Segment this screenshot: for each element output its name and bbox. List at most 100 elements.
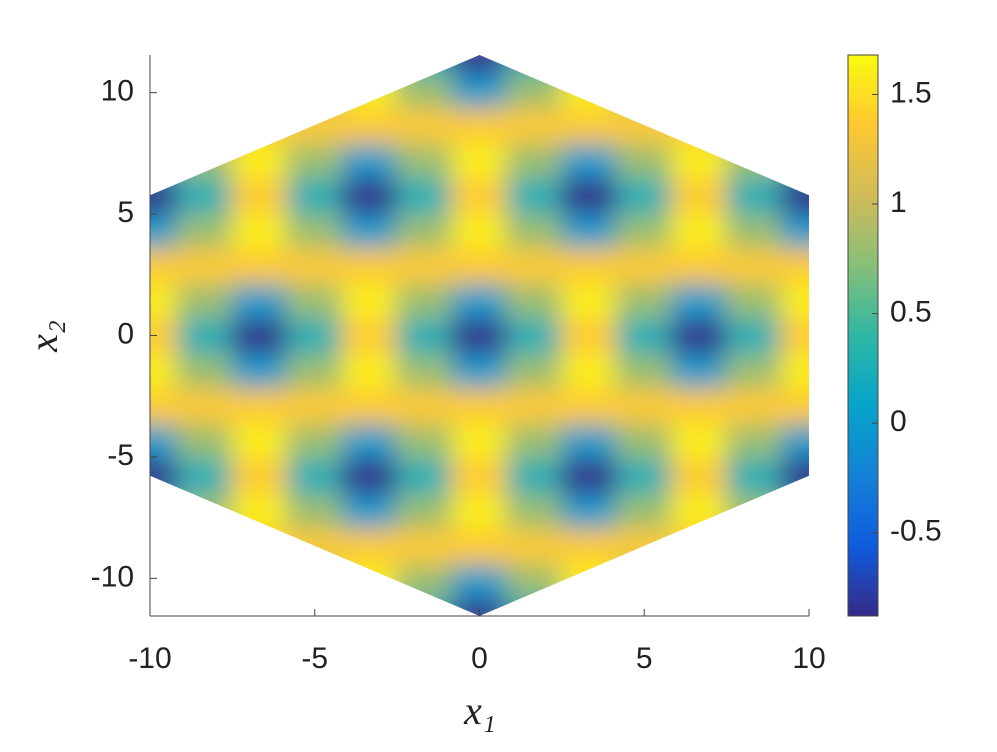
heatmap-cell <box>725 351 783 390</box>
heatmap-cell <box>725 281 783 320</box>
heatmap-cell <box>341 351 399 390</box>
colorbar-tick-label: 0.5 <box>890 296 932 329</box>
y-tick-label: 0 <box>117 317 134 350</box>
heatmap-cell <box>396 281 453 320</box>
heatmap-cell <box>396 176 453 214</box>
heatmap-cell <box>670 281 728 320</box>
heatmap-cell <box>341 71 399 109</box>
heatmap-cell <box>725 176 783 214</box>
heatmap-cell <box>286 492 344 530</box>
heatmap-cell <box>560 55 618 74</box>
heatmap-cell <box>506 246 563 284</box>
heatmap-cell <box>341 527 399 565</box>
heatmap-cell <box>451 176 508 214</box>
heatmap-cell <box>396 316 453 355</box>
heatmap-cell <box>396 141 453 179</box>
heatmap-cell <box>670 211 728 249</box>
heatmap-cell <box>670 316 728 355</box>
heatmap-cell <box>615 457 673 495</box>
heatmap-cell <box>506 527 563 565</box>
heatmap-cell <box>725 55 783 74</box>
heatmap-cell <box>396 457 453 495</box>
heatmap-cell <box>286 211 344 249</box>
heatmap-cell <box>451 55 508 74</box>
heatmap-cell <box>286 106 344 144</box>
y-tick-label: 10 <box>101 75 134 108</box>
x-tick-label: 10 <box>792 642 825 675</box>
heatmap-cell <box>780 316 809 355</box>
heatmap-cell <box>451 492 508 530</box>
heatmap-cell <box>286 176 344 214</box>
colorbar-tick-label: 1.5 <box>890 76 932 109</box>
heatmap-cell <box>725 422 783 460</box>
heatmap-cell <box>231 71 289 109</box>
heatmap <box>150 55 809 616</box>
heatmap-cell <box>560 176 618 214</box>
heatmap-cell <box>615 316 673 355</box>
heatmap-cell <box>286 246 344 284</box>
y-tick-label: 5 <box>117 196 134 229</box>
heatmap-cell <box>231 211 289 249</box>
heatmap-cell <box>725 246 783 284</box>
heatmap-cell <box>176 316 234 355</box>
heatmap-cell <box>231 316 289 355</box>
colorbar <box>848 55 878 616</box>
heatmap-cell <box>615 387 673 425</box>
heatmap-cell <box>725 71 783 109</box>
colorbar-tick-label: 1 <box>890 186 907 219</box>
heatmap-cell <box>341 562 399 600</box>
heatmap-cell <box>506 176 563 214</box>
heatmap-cell <box>506 562 563 600</box>
heatmap-cell <box>176 71 234 109</box>
heatmap-cell <box>780 141 809 179</box>
heatmap-cell <box>341 141 399 179</box>
heatmap-cell <box>780 106 809 144</box>
heatmap-cell <box>506 211 563 249</box>
heatmap-cell <box>176 281 234 320</box>
plot-clip <box>150 55 809 616</box>
heatmap-cell <box>286 527 344 565</box>
heatmap-cell <box>670 457 728 495</box>
heatmap-cell <box>615 211 673 249</box>
x-tick-label: -10 <box>128 642 171 675</box>
heatmap-cell <box>451 141 508 179</box>
heatmap-cell <box>451 71 508 109</box>
heatmap-cell <box>451 211 508 249</box>
heatmap-cell <box>451 246 508 284</box>
heatmap-cell <box>506 281 563 320</box>
heatmap-cell <box>451 106 508 144</box>
heatmap-cell <box>451 562 508 600</box>
heatmap-cell <box>150 351 179 390</box>
heatmap-cell <box>231 527 289 565</box>
heatmap-cell <box>150 422 179 460</box>
heatmap-cell <box>670 71 728 109</box>
heatmap-cell <box>231 422 289 460</box>
heatmap-cell <box>341 246 399 284</box>
heatmap-cell <box>396 527 453 565</box>
heatmap-cell <box>780 527 809 565</box>
heatmap-cell <box>670 176 728 214</box>
heatmap-cell <box>341 55 399 74</box>
y-axis-label: x₂ <box>21 320 66 353</box>
heatmap-cell <box>670 492 728 530</box>
heatmap-cell <box>396 387 453 425</box>
heatmap-cell <box>451 387 508 425</box>
heatmap-cell <box>670 387 728 425</box>
heatmap-cell <box>176 351 234 390</box>
heatmap-cell <box>286 562 344 600</box>
heatmap-cell <box>615 492 673 530</box>
heatmap-cell <box>341 457 399 495</box>
heatmap-cell <box>231 281 289 320</box>
heatmap-cell <box>176 211 234 249</box>
heatmap-cell <box>506 492 563 530</box>
x-tick-label: 5 <box>636 642 653 675</box>
heatmap-cell <box>231 176 289 214</box>
heatmap-cell <box>396 562 453 600</box>
heatmap-cell <box>670 55 728 74</box>
heatmap-cell <box>780 246 809 284</box>
heatmap-cell <box>670 106 728 144</box>
heatmap-cell <box>780 71 809 109</box>
heatmap-cell <box>341 281 399 320</box>
heatmap-cell <box>560 316 618 355</box>
